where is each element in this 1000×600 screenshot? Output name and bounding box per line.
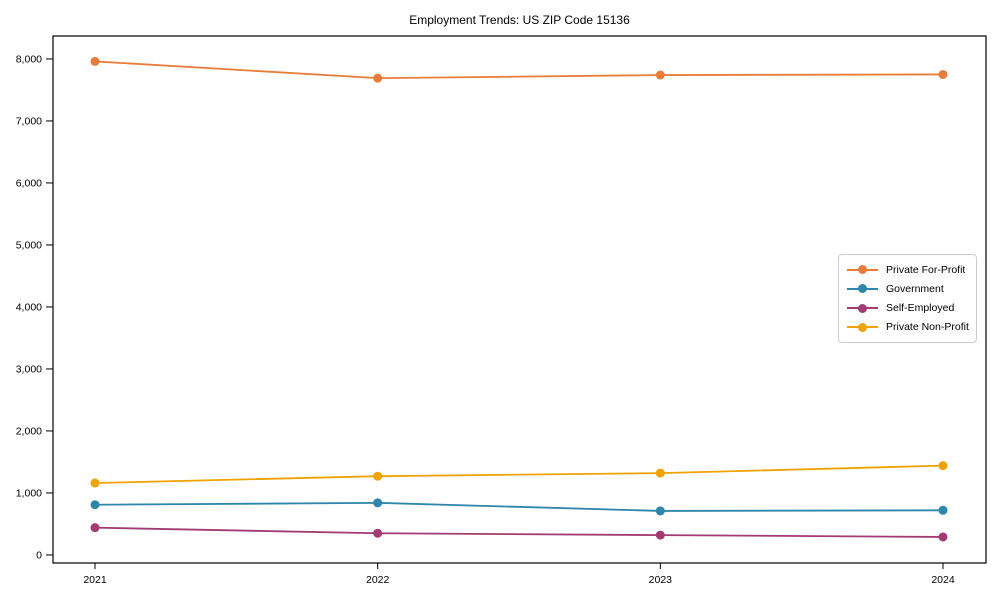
y-tick-label: 6,000 [16, 178, 42, 190]
data-point-marker [373, 498, 383, 508]
legend: Private For-Profit Government Self-Emplo… [838, 254, 977, 343]
y-tick-label: 5,000 [16, 240, 42, 252]
y-tick-label: 8,000 [16, 54, 42, 66]
data-point-marker [373, 528, 383, 538]
data-point-marker [938, 461, 948, 471]
x-tick-label: 2021 [83, 574, 107, 586]
series-line [94, 526, 944, 538]
data-point-marker [655, 70, 665, 80]
y-tick-label: 4,000 [16, 302, 42, 314]
line-dot-marker-icon [847, 322, 878, 332]
legend-label: Private Non-Profit [886, 321, 969, 334]
line-dot-marker-icon [847, 284, 878, 294]
data-point-marker [90, 56, 100, 66]
legend-entry-private-for-profit: Private For-Profit [847, 260, 968, 279]
data-point-marker [655, 468, 665, 478]
x-tick-label: 2022 [366, 574, 390, 586]
data-point-marker [938, 69, 948, 79]
legend-label: Private For-Profit [886, 263, 966, 276]
data-point-marker [373, 471, 383, 481]
data-point-marker [90, 500, 100, 510]
line-dot-marker-icon [847, 303, 878, 313]
data-point-marker [655, 530, 665, 540]
x-tick-label: 2024 [931, 574, 955, 586]
y-tick-label: 0 [36, 550, 42, 562]
legend-entry-government: Government [847, 279, 968, 298]
y-tick-label: 1,000 [16, 488, 42, 500]
y-tick-label: 7,000 [16, 116, 42, 128]
legend-label: Government [886, 282, 944, 295]
legend-entry-private-non-profit: Private Non-Profit [847, 318, 969, 337]
legend-label: Self-Employed [886, 302, 955, 315]
data-point-marker [655, 506, 665, 516]
legend-entry-self-employed: Self-Employed [847, 299, 968, 318]
series-line [94, 464, 944, 484]
data-point-marker [373, 73, 383, 83]
data-point-marker [938, 532, 948, 542]
data-point-marker [90, 523, 100, 533]
line-dot-marker-icon [847, 265, 878, 275]
x-tick-label: 2023 [649, 574, 673, 586]
plot-frame [52, 35, 987, 564]
series-line [94, 60, 944, 80]
y-tick-label: 3,000 [16, 364, 42, 376]
data-point-marker [938, 505, 948, 515]
y-tick-label: 2,000 [16, 426, 42, 438]
chart-title: Employment Trends: US ZIP Code 15136 [409, 13, 630, 27]
series-line [94, 501, 944, 512]
data-point-marker [90, 478, 100, 488]
